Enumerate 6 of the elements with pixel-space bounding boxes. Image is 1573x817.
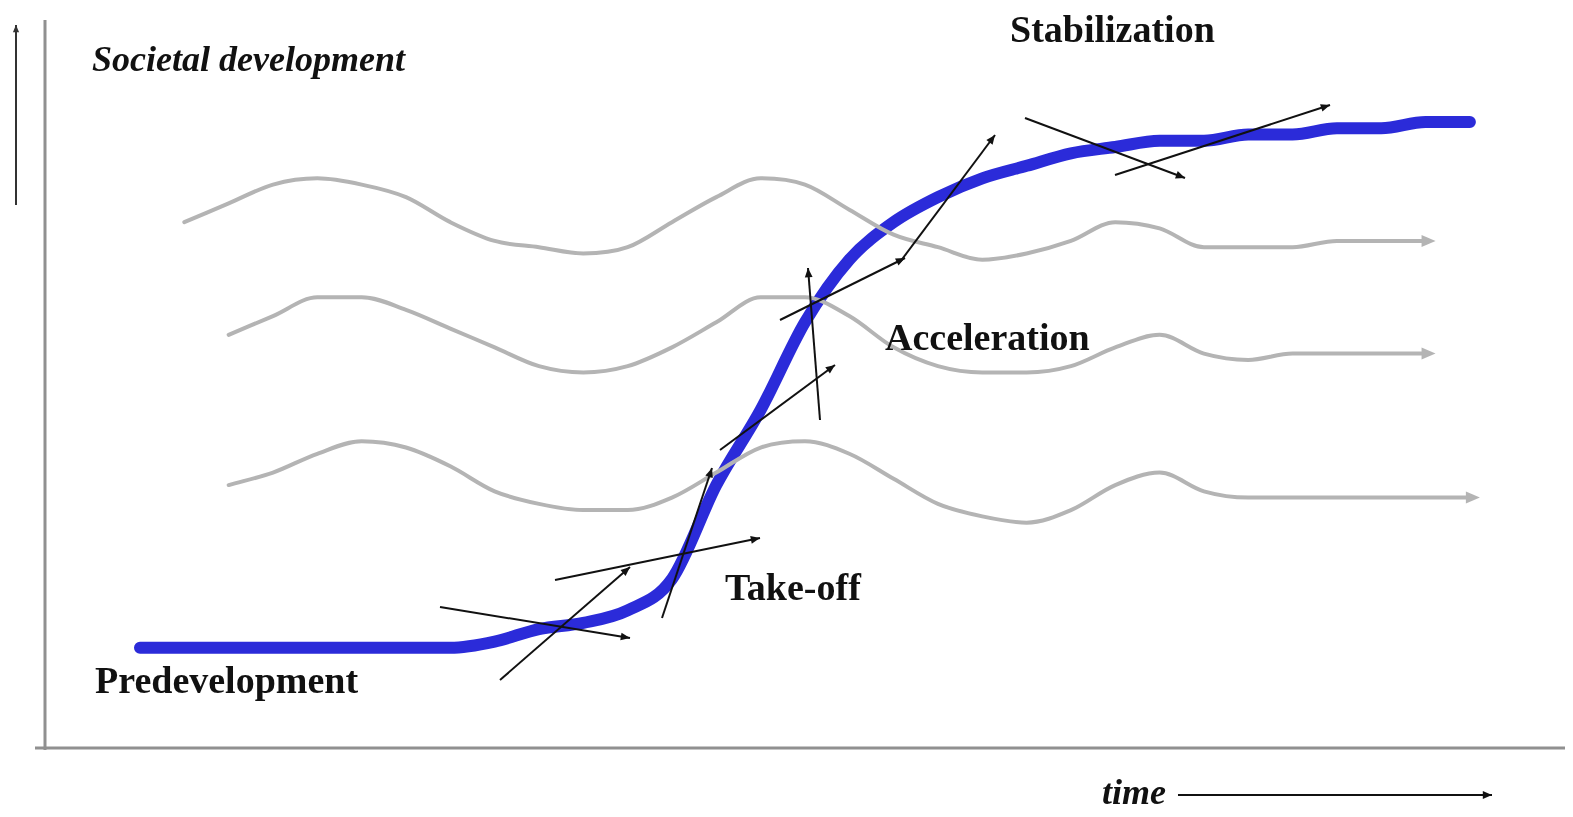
annotation: Take-off xyxy=(725,565,863,608)
annotation: Acceleration xyxy=(885,315,1090,358)
text: Stabilization xyxy=(1010,7,1215,50)
y-axis-title: Societal development xyxy=(92,39,406,80)
annotation: Predevelopment xyxy=(95,658,359,701)
x-axis-title: time xyxy=(1102,772,1167,813)
